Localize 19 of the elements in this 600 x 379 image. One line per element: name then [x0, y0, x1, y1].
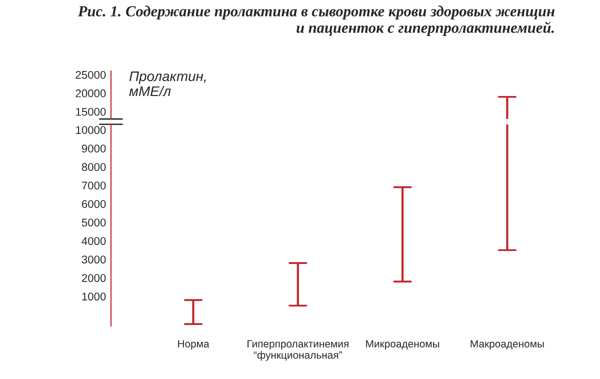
chart-title: Рис. 1. Содержание пролактина в сыворотке крови здоровых женщин и пациенток с гиперпролактинемией. [78, 6, 555, 36]
y-tick-label: 9000 [82, 144, 106, 152]
y-tick-label: 8000 [82, 163, 106, 171]
y-tick-label: 4000 [82, 237, 106, 245]
x-tick-label: Норма [178, 340, 210, 350]
x-tick-label: Микроаденомы [366, 340, 440, 350]
y-tick-label: 2000 [82, 274, 106, 282]
y-tick-label: 7000 [82, 182, 106, 190]
x-tick-label: Макроаденомы [470, 340, 544, 350]
y-tick-label: 25000 [76, 70, 106, 79]
x-tick-label: Гиперпролактинемия “функциональная” [248, 340, 348, 361]
y-axis-title: Пролактин, мМЕ/л [129, 71, 206, 96]
y-tick-label: 10000 [76, 126, 106, 134]
y-tick-label: 20000 [76, 89, 106, 98]
y-tick-label: 5000 [82, 218, 106, 226]
y-tick-label: 6000 [82, 200, 106, 208]
y-tick-label: 15000 [76, 108, 106, 116]
y-tick-label: 1000 [82, 292, 106, 300]
y-tick-label: 3000 [82, 256, 106, 264]
